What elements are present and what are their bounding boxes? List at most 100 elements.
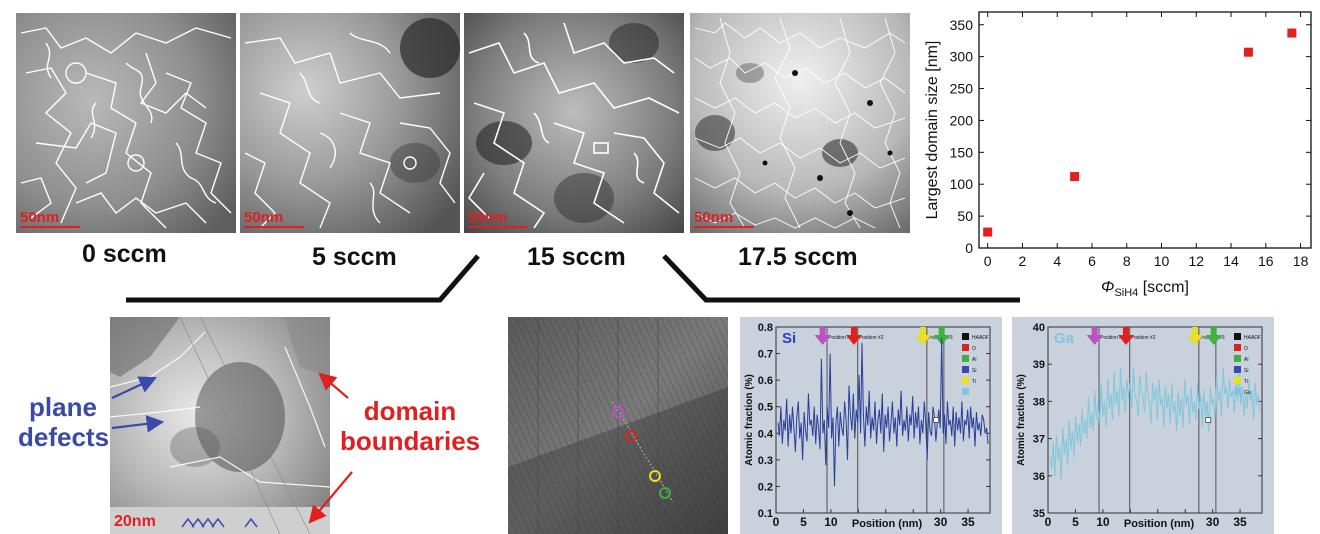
tem-image-0sccm: 50nm [16,13,236,233]
y-tick-label: 200 [950,112,974,128]
si-profile-chart: 0.1 0.2 0.3 0.4 0.5 0.6 0.7 0.8 0 5 10 30 35 Position… [740,317,1002,534]
y-tick-label: 0.8 [758,322,773,334]
legend-label: O [972,346,976,352]
position-arrow [845,327,862,345]
legend-swatch [1234,333,1241,340]
tem-image-5sccm: 50nm [240,13,460,233]
legend-label: Ti [1244,379,1248,385]
legend-label: Al [1244,357,1248,363]
profile-line [1049,367,1261,480]
data-point [1287,28,1297,38]
x-axis-label: Position (nm) [852,518,923,530]
legend-label: Si [1244,368,1248,374]
x-axis-label: ΦSiH4 [sccm] [1101,279,1189,299]
y-tick-label: 37 [1033,434,1045,446]
scale-bar-label: 50nm [244,209,284,226]
y-tick-label: 39 [1033,359,1045,371]
y-tick-label: 0.1 [758,508,773,520]
y-tick-label: 150 [950,144,974,160]
y-tick-label: 38 [1033,396,1045,408]
plot-frame [978,11,1312,249]
scale-bar-label: 50nm [694,209,734,226]
x-tick-label: 5 [800,515,807,529]
y-tick-label: 35 [1033,508,1045,520]
position-arrow [1205,327,1222,345]
x-tick-label: 0 [1045,515,1052,529]
y-tick-label: 0.2 [758,481,773,493]
legend-label: HAADF [972,335,989,341]
scale-bar-label: 50nm [20,209,60,226]
position-marker-label: Position #2 [1131,335,1156,341]
x-tick-label: 30 [934,515,948,529]
plot-frame [1047,326,1263,514]
y-tick-label: 0.6 [758,375,773,387]
y-tick-label: 300 [950,49,974,65]
position-arrow [933,327,950,345]
legend-swatch [1234,388,1241,395]
position-arrow [1187,327,1204,345]
legend-label: Ga [1244,390,1251,396]
x-axis-symbol: Φ [1101,279,1114,296]
caption-0sccm: 0 sccm [82,240,167,268]
data-point [1243,47,1253,57]
x-tick-label: 14 [1223,253,1239,269]
x-tick-label: 2 [1019,253,1027,269]
legend-label: Ti [972,379,976,385]
x-tick-label: 18 [1293,253,1309,269]
cursor-marker [1205,417,1212,423]
scale-bar-label: 50nm [468,209,508,226]
x-tick-label: 5 [1072,515,1079,529]
y-tick-label: 0.3 [758,455,773,467]
legend-swatch [962,388,969,395]
caption-17-5sccm: 17.5 sccm [738,243,858,271]
y-tick-label: 350 [950,17,974,33]
plane-defects-line2: defects [18,422,110,452]
legend-swatch [1234,344,1241,351]
x-axis-label: Position (nm) [1124,518,1195,530]
cursor-marker [933,417,940,423]
domain-boundaries-line1: domain [363,396,457,426]
legend-label: O [1244,346,1248,352]
x-tick-label: 12 [1188,253,1204,269]
x-tick-label: 0 [984,253,992,269]
y-tick-label: 250 [950,81,974,97]
legend-swatch [962,366,969,373]
y-axis-label: Atomic fraction (%) [744,374,755,466]
profile-line [777,337,989,487]
position-marker-label: Position #1 [1100,335,1125,341]
position-arrow [814,327,831,345]
x-tick-label: 35 [961,515,975,529]
y-axis-label: Largest domain size [nm] [924,41,941,220]
y-tick-label: 36 [1033,471,1045,483]
domain-boundaries-line2: boundaries [340,426,481,456]
legend-swatch [1234,355,1241,362]
y-tick-label: 100 [950,176,974,192]
y-tick-label: 40 [1033,322,1045,334]
domain-boundaries-label: domain boundaries [340,396,480,456]
legend-label: HAADF [1244,335,1261,341]
x-tick-label: 4 [1053,253,1061,269]
legend-swatch [1234,377,1241,384]
tem-image-17-5sccm: 50nm [690,13,910,233]
data-point [1070,172,1080,182]
y-tick-label: 0.5 [758,402,773,414]
legend-swatch [962,355,969,362]
plane-defects-line1: plane [29,392,97,422]
legend-label: Si [972,368,976,374]
plane-defects-label: plane defects [18,392,110,452]
x-tick-label: 10 [824,515,838,529]
y-tick-label: 0 [965,240,973,256]
y-tick-label: 0.4 [758,428,774,440]
legend-swatch [962,333,969,340]
legend-label: Al [972,357,976,363]
x-axis-unit: [sccm] [1138,279,1189,296]
x-tick-label: 30 [1206,515,1220,529]
position-arrow [1086,327,1103,345]
position-marker-label: Position #1 [828,335,853,341]
position-arrow [915,327,932,345]
ga-profile-chart: 35 36 37 38 39 40 0 5 10 30 35 Position (nm) Atomic … [1012,317,1274,534]
tem-image-15sccm: 50nm [464,13,684,233]
caption-5sccm: 5 sccm [312,243,397,271]
